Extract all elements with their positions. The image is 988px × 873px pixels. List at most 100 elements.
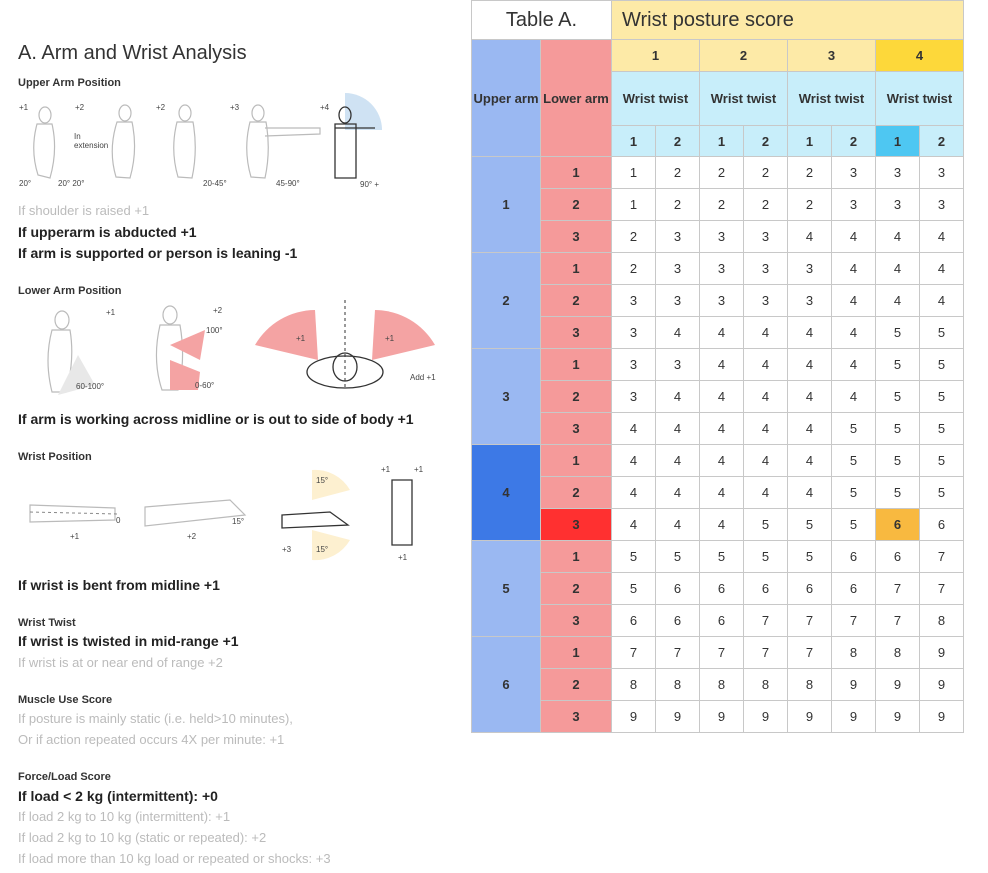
score-cell: 5 [611, 540, 656, 573]
score-cell: 4 [831, 316, 876, 349]
score-cell: 5 [875, 412, 920, 445]
section-heading: Upper Arm Position [18, 77, 121, 89]
score-cell: 9 [919, 700, 964, 733]
score-cell: 6 [831, 540, 876, 573]
twist-header: Wrist twist [875, 71, 964, 126]
twist-header: Wrist twist [787, 71, 876, 126]
criterion: If wrist is at or near end of range +2 [18, 655, 223, 670]
score-cell: 2 [743, 188, 788, 221]
score-cell: 7 [787, 636, 832, 669]
score-cell: 9 [875, 700, 920, 733]
score-cell: 5 [743, 508, 788, 541]
score-cell: 3 [655, 348, 700, 381]
wrist-header: 3 [787, 39, 876, 72]
score-cell: 3 [611, 316, 656, 349]
score-cell: 3 [743, 252, 788, 285]
upper-arm-label: 1 [471, 156, 541, 253]
twist-number: 1 [611, 125, 656, 157]
figure-label: +4 [320, 103, 330, 112]
figure-label: 90° + [360, 180, 379, 189]
score-cell: 8 [919, 604, 964, 637]
figure-label: 15° [316, 476, 329, 485]
score-cell: 4 [655, 412, 700, 445]
score-cell: 7 [699, 636, 744, 669]
upper-arm-label: 5 [471, 540, 541, 637]
score-cell: 7 [875, 572, 920, 605]
score-cell: 4 [743, 380, 788, 413]
criterion: If load 2 kg to 10 kg (intermittent): +1 [18, 809, 231, 824]
figure-label: 100° [206, 326, 223, 335]
figure-label: +2 [213, 306, 223, 315]
score-cell: 9 [787, 700, 832, 733]
score-cell: 5 [787, 508, 832, 541]
figure-label: 0-60° [195, 381, 215, 390]
figure-label: +3 [282, 545, 292, 554]
score-cell: 5 [699, 540, 744, 573]
criterion: If shoulder is raised +1 [18, 203, 150, 218]
score-cell: 4 [699, 348, 744, 381]
figure-label: 15° [232, 517, 245, 526]
score-cell: 3 [611, 284, 656, 317]
section-heading: Wrist Position [18, 451, 92, 463]
score-cell: 8 [787, 668, 832, 701]
upper-arm-label: 6 [471, 636, 541, 733]
score-cell: 8 [743, 668, 788, 701]
upper-arm-label: 3 [471, 348, 541, 445]
upper-arm-label: 2 [471, 252, 541, 349]
score-cell: 4 [655, 316, 700, 349]
score-cell: 5 [831, 412, 876, 445]
score-cell: 8 [699, 668, 744, 701]
score-table: Table A. Wrist posture score Upper arm Lowe… [471, 0, 964, 733]
score-cell: 4 [611, 444, 656, 477]
score-cell: 5 [875, 348, 920, 381]
score-cell: 5 [875, 380, 920, 413]
score-cell: 6 [919, 508, 964, 541]
score-cell: 5 [743, 540, 788, 573]
figure-label: +2 [75, 103, 85, 112]
score-cell: 8 [875, 636, 920, 669]
criterion: If posture is mainly static (i.e. held>1… [18, 711, 293, 726]
score-cell: 3 [919, 188, 964, 221]
section-heading: Lower Arm Position [18, 285, 122, 297]
score-cell: 5 [875, 476, 920, 509]
lower-arm-label: 3 [540, 316, 612, 349]
score-cell: 9 [743, 700, 788, 733]
figure-label: 0 [116, 516, 121, 525]
score-cell: 5 [919, 316, 964, 349]
wrist-header: 2 [699, 39, 788, 72]
score-cell: 9 [831, 700, 876, 733]
score-cell: 4 [919, 284, 964, 317]
score-cell: 4 [787, 412, 832, 445]
criterion: If upperarm is abducted +1 [18, 224, 197, 240]
score-cell: 4 [787, 476, 832, 509]
score-cell: 8 [831, 636, 876, 669]
score-cell: 9 [831, 668, 876, 701]
score-cell: 6 [655, 604, 700, 637]
wrist-header: 1 [611, 39, 700, 72]
criterion: If load < 2 kg (intermittent): +0 [18, 788, 218, 804]
score-cell: 3 [787, 252, 832, 285]
score-cell: 9 [919, 636, 964, 669]
score-cell: 5 [831, 444, 876, 477]
criterion: If wrist is bent from midline +1 [18, 577, 220, 593]
lower-arm-label: 2 [540, 380, 612, 413]
score-cell: 3 [919, 156, 964, 189]
score-cell: 7 [919, 540, 964, 573]
figure-label: +1 [70, 532, 80, 541]
score-cell: 4 [875, 220, 920, 253]
score-cell: 4 [831, 220, 876, 253]
criterion: If wrist is twisted in mid-range +1 [18, 633, 239, 649]
score-cell: 2 [611, 252, 656, 285]
score-cell: 1 [611, 188, 656, 221]
figure-label: Add +1 [410, 373, 436, 382]
lower-arm-label: 3 [540, 220, 612, 253]
score-cell: 9 [699, 700, 744, 733]
score-cell: 4 [699, 412, 744, 445]
score-cell: 4 [655, 444, 700, 477]
score-cell: 4 [787, 220, 832, 253]
score-cell: 3 [743, 220, 788, 253]
score-cell: 6 [787, 572, 832, 605]
twist-number: 1 [875, 125, 920, 157]
lower-arm-label: 2 [540, 476, 612, 509]
